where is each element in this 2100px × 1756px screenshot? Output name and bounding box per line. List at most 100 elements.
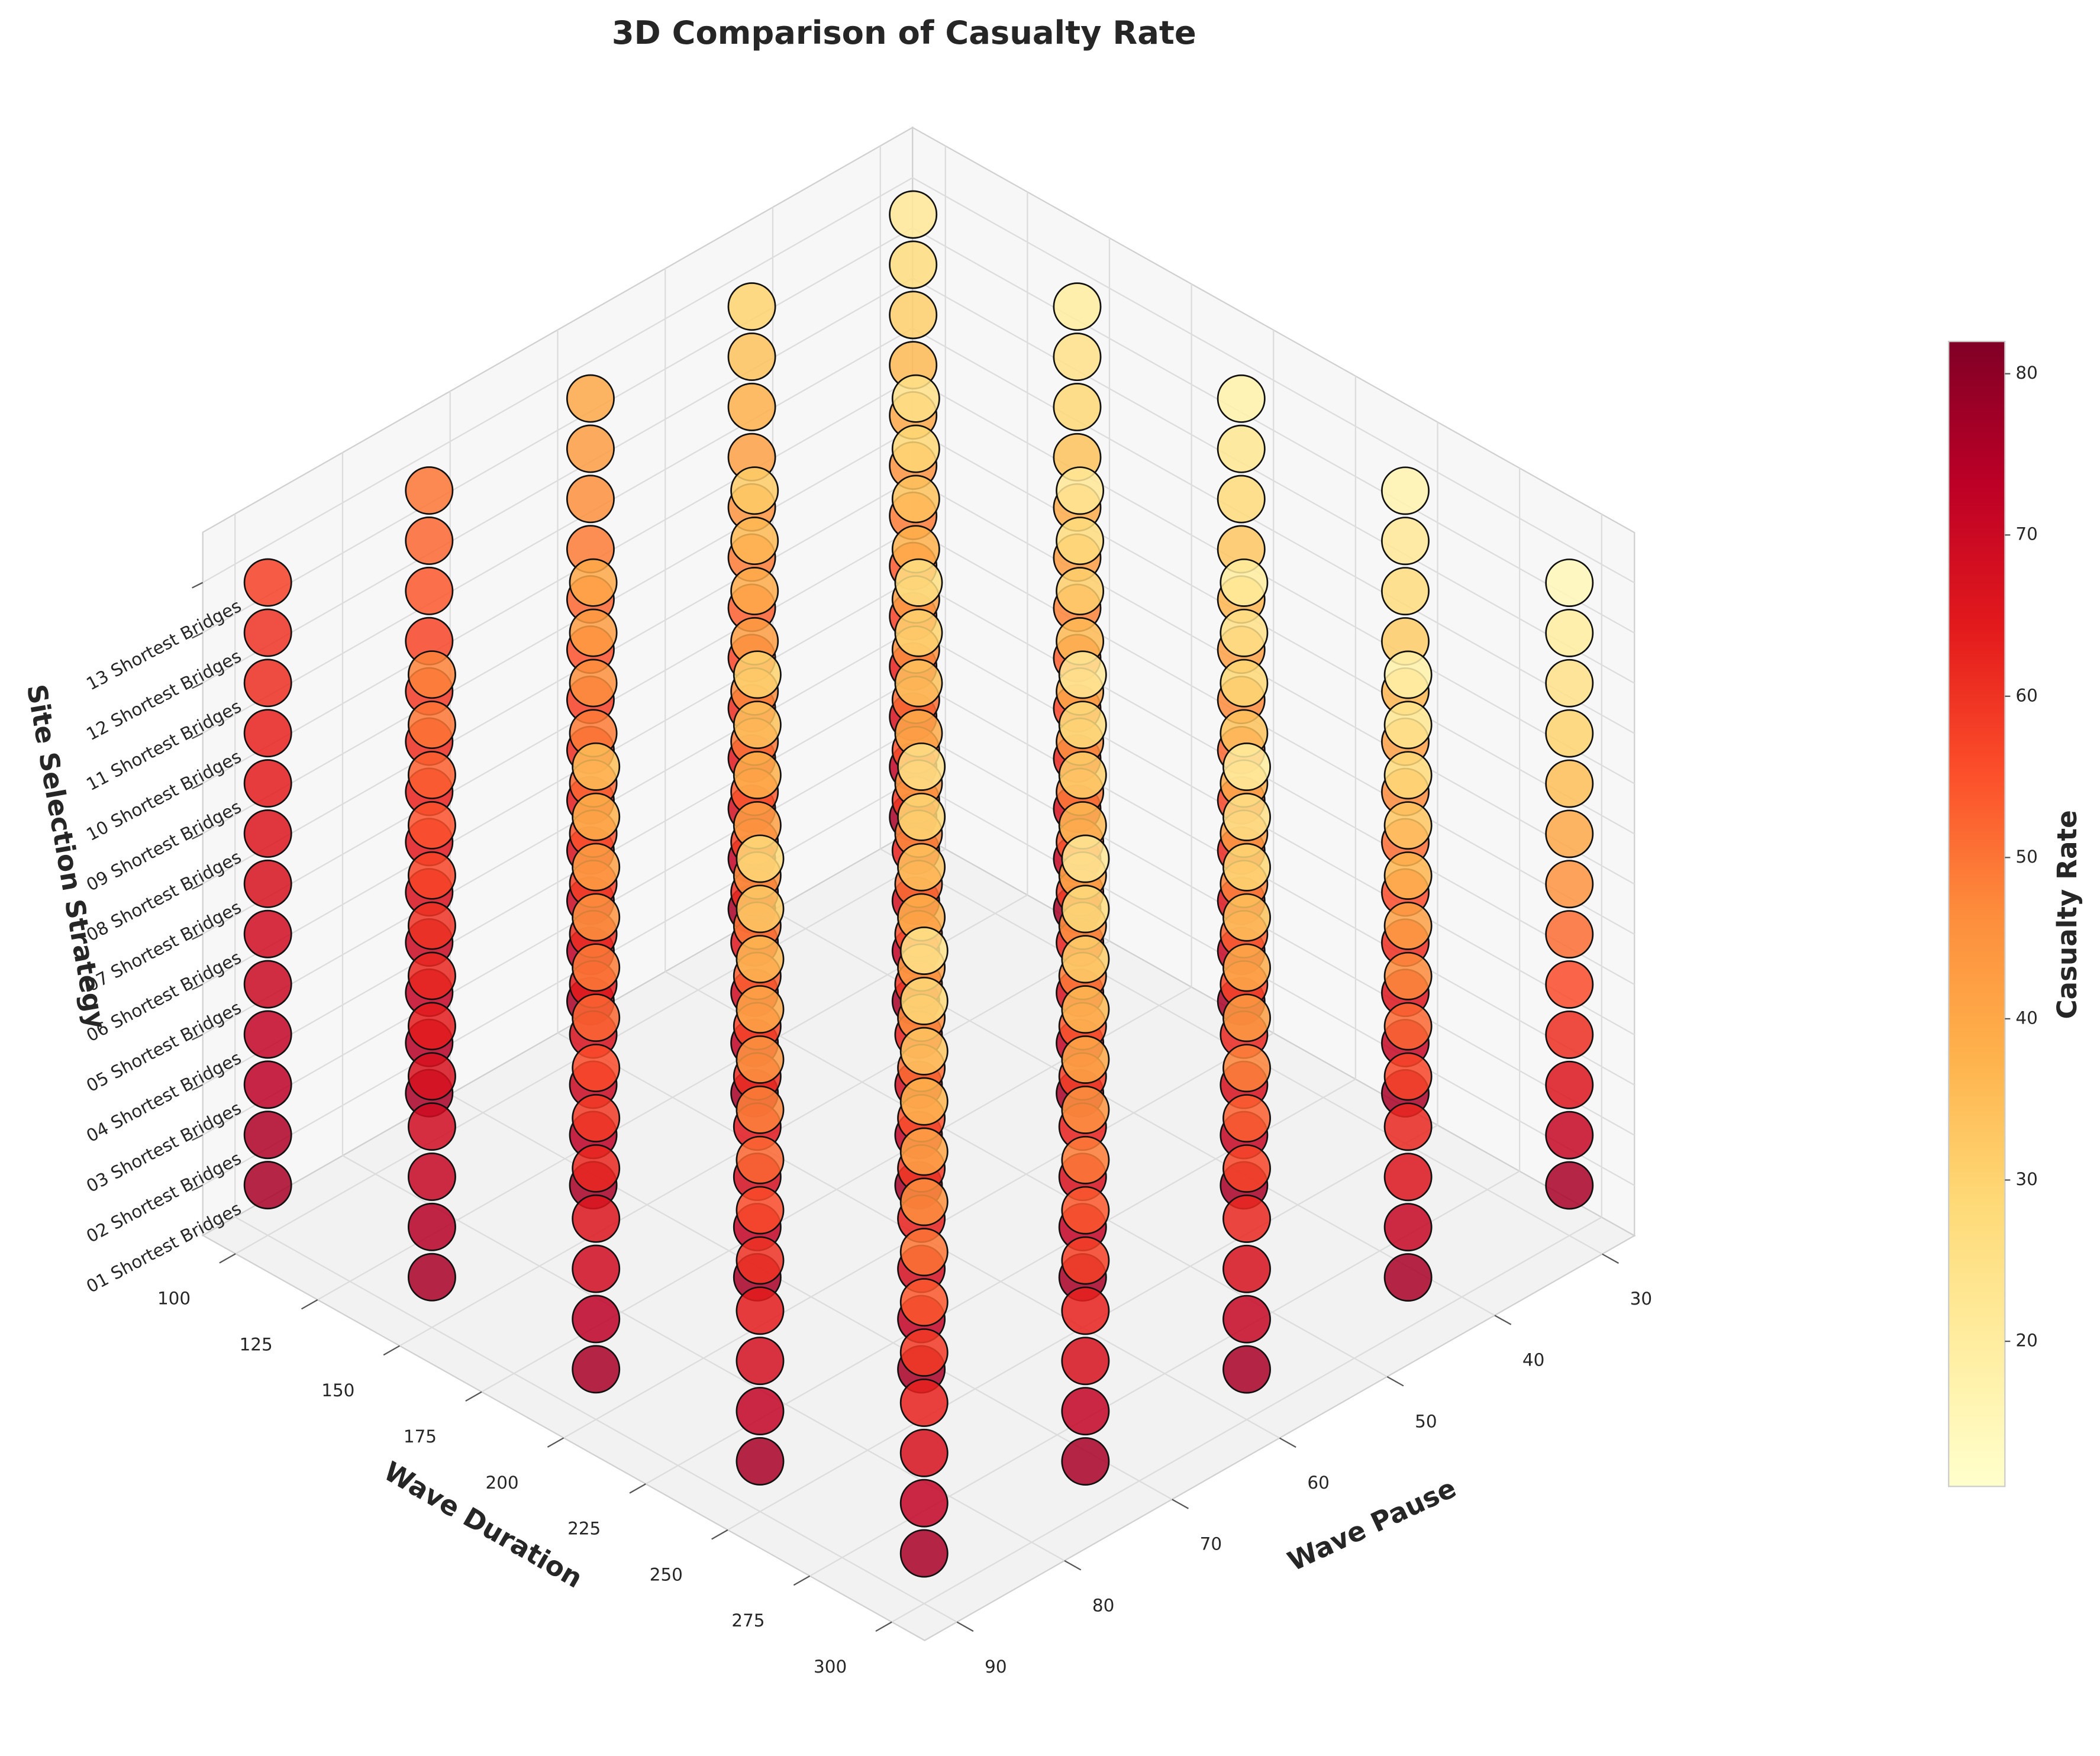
grid-line [202, 478, 913, 885]
grid-line [202, 729, 913, 1136]
data-point [407, 1202, 456, 1251]
tick-mark [1172, 1499, 1189, 1509]
data-point [407, 1052, 456, 1101]
data-point [1217, 424, 1266, 473]
data-point [1217, 474, 1266, 524]
y-tick-label: 50 [1415, 1411, 1437, 1431]
data-point [736, 1085, 785, 1134]
grid-line [202, 629, 913, 1035]
grid-line [202, 579, 913, 985]
y-tick-label: 30 [1630, 1289, 1652, 1309]
colorbar-tick-label: 30 [2015, 1169, 2037, 1189]
data-point [572, 1194, 621, 1243]
data-point [1383, 1102, 1433, 1151]
tick-mark [1494, 1315, 1512, 1325]
tick-mark [192, 933, 204, 940]
data-point [1061, 1387, 1110, 1436]
data-point [1381, 567, 1430, 616]
x-tick-label: 125 [240, 1334, 273, 1354]
x-tick-label: 150 [321, 1380, 354, 1400]
data-point [1545, 608, 1594, 657]
tick-mark [956, 1621, 974, 1632]
grid-line [450, 1093, 1173, 1500]
data-point [1220, 558, 1269, 607]
data-point [572, 1044, 621, 1093]
colorbar-tick-label: 80 [2015, 363, 2037, 383]
data-point [1053, 282, 1102, 331]
data-point [1545, 559, 1594, 607]
data-point [1061, 1186, 1110, 1235]
data-point [889, 190, 938, 239]
data-point [407, 1002, 456, 1051]
data-point [1053, 333, 1102, 382]
data-point [1220, 658, 1269, 708]
data-point [736, 985, 785, 1034]
data-point [1217, 374, 1266, 423]
tick-mark [192, 1184, 204, 1192]
grid-line [912, 277, 1635, 684]
data-point [1056, 466, 1105, 515]
tick-mark [192, 632, 204, 639]
data-point [1058, 650, 1107, 699]
x-tick-label: 225 [567, 1519, 601, 1539]
data-point [1061, 1236, 1110, 1285]
data-point [407, 901, 456, 950]
data-point [1545, 658, 1594, 708]
grid-line [912, 478, 1635, 885]
data-point [736, 834, 785, 883]
grid-line [772, 909, 1495, 1316]
grid-line [202, 277, 913, 684]
data-point [897, 742, 946, 791]
data-point [1061, 1337, 1110, 1386]
data-point [736, 1186, 785, 1235]
data-point [899, 1328, 949, 1377]
z-tick-label: 01 Shortest Bridges [83, 1198, 244, 1297]
data-point [243, 558, 292, 607]
data-point [1053, 382, 1102, 431]
data-point [407, 650, 456, 699]
data-point [897, 843, 946, 892]
data-point [899, 1428, 949, 1477]
data-point [1222, 792, 1271, 841]
data-point [407, 750, 456, 799]
tick-mark [192, 1034, 204, 1041]
data-point [894, 658, 943, 708]
tick-mark [192, 582, 204, 589]
data-point [566, 374, 615, 423]
grid-line [202, 528, 913, 935]
data-point [572, 1244, 621, 1293]
colorbar-tick-label: 60 [2015, 685, 2037, 705]
data-point [727, 333, 776, 381]
data-point [243, 759, 292, 808]
data-point [733, 701, 782, 750]
data-point [1061, 1035, 1110, 1084]
data-point [1222, 1194, 1271, 1243]
grid-line [202, 377, 913, 785]
tick-mark [192, 732, 204, 740]
data-point [894, 608, 943, 657]
data-point [899, 976, 949, 1025]
data-point [730, 466, 779, 515]
data-point [1545, 809, 1594, 858]
data-point [1222, 1144, 1271, 1193]
colorbar-tick-label: 40 [2015, 1008, 2037, 1028]
data-point [899, 1228, 949, 1277]
data-point [243, 1161, 292, 1210]
data-point [1222, 743, 1271, 791]
data-point [1383, 1002, 1433, 1051]
x-tick-label: 250 [650, 1564, 683, 1584]
grid-line [912, 328, 1635, 734]
data-point [405, 466, 454, 515]
data-point [1222, 893, 1271, 942]
data-point [572, 993, 621, 1042]
tick-mark [1602, 1253, 1619, 1264]
data-point [1061, 935, 1110, 984]
tick-mark [192, 983, 204, 990]
tick-mark [192, 1084, 204, 1091]
data-point [569, 558, 618, 607]
data-point [899, 927, 949, 975]
data-point [1383, 1203, 1433, 1252]
tick-mark [192, 1134, 204, 1141]
data-point [891, 474, 940, 524]
grid-line [202, 779, 913, 1186]
